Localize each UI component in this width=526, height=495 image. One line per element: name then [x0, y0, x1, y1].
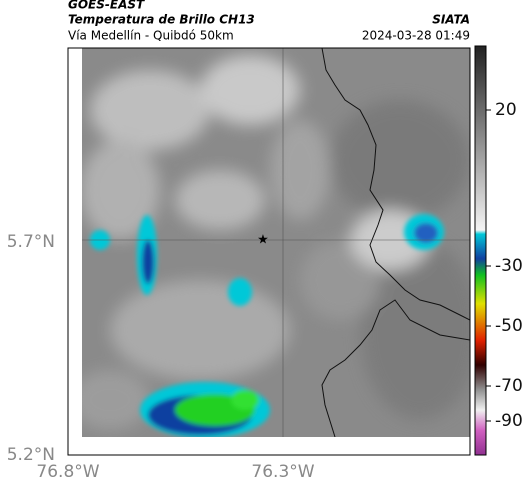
colorbar-tick-label: -50 [495, 316, 523, 336]
colorbar [474, 45, 487, 456]
title: Temperatura de Brillo CH13 [68, 13, 255, 27]
satellite-image: ★ [82, 48, 470, 437]
colorbar-tick-label: -30 [495, 256, 523, 276]
colorbar-tick-label: -70 [495, 376, 523, 396]
lat-label: 5.7°N [7, 232, 55, 252]
timestamp: 2024-03-28 01:49 [362, 29, 470, 43]
lon-label: 76.8°W [36, 462, 99, 482]
map-frame [67, 47, 471, 456]
lat-label: 5.2°N [7, 445, 55, 465]
product: GOES-EAST [68, 0, 145, 12]
source: SIATA [432, 13, 470, 27]
lon-label: 76.3°W [251, 462, 314, 482]
colorbar-tick-label: 20 [495, 100, 517, 120]
colorbar-tick-label: -90 [495, 411, 523, 431]
svg-text:★: ★ [257, 233, 269, 248]
subtitle: Vía Medellín - Quibdó 50km [68, 29, 234, 43]
